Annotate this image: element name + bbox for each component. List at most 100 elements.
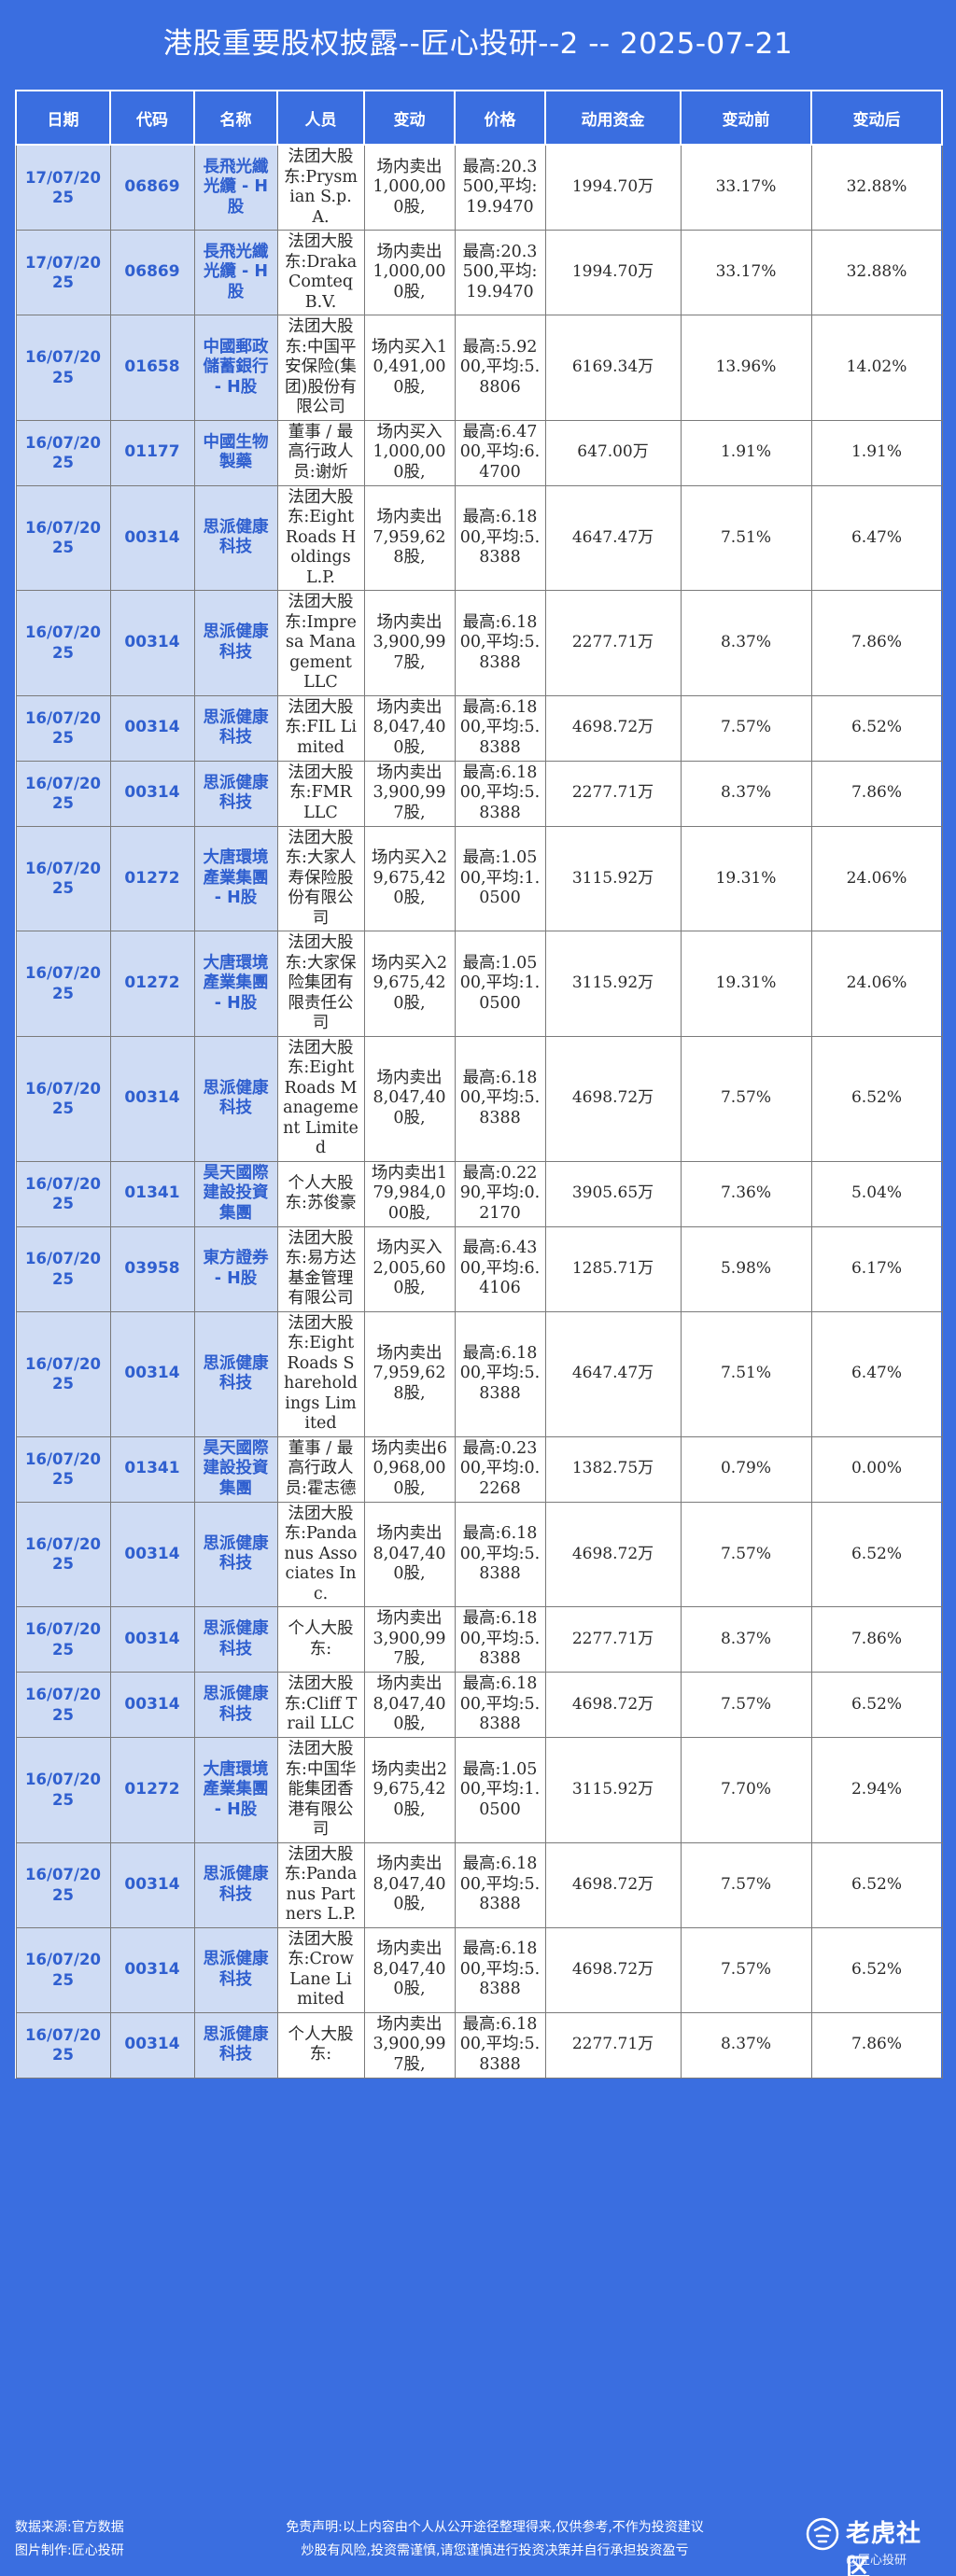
date-cell: 16/07/2025 xyxy=(15,1841,111,1928)
before-pct-cell: 7.57% xyxy=(680,1501,812,1607)
price-cell: 最高:20.3500,平均:19.9470 xyxy=(454,230,546,315)
after-pct-cell: 32.88% xyxy=(810,144,943,231)
before-pct-cell: 33.17% xyxy=(680,144,812,231)
person-cell: 法团大股东:中国平安保险(集团)股份有限公司 xyxy=(276,315,365,421)
price-cell: 最高:6.4300,平均:6.4106 xyxy=(454,1225,546,1312)
fund-cell: 1994.70万 xyxy=(544,144,682,231)
fund-cell: 2277.71万 xyxy=(544,2011,682,2079)
data-source-text: 数据来源:官方数据 xyxy=(15,2520,124,2535)
disclosure-table: 日期 代码 名称 人员 变动 价格 动用资金 变动前 变动后 17/07/202… xyxy=(15,90,943,2079)
table-row: 16/07/2025 01341 昊天國際建設投資集團 个人大股东:苏俊豪 场内卖出17… xyxy=(15,1160,943,1227)
stock-name-cell: 思派健康科技 xyxy=(193,1501,278,1607)
price-cell: 最高:0.2300,平均:0.2268 xyxy=(454,1435,546,1503)
after-pct-cell: 7.86% xyxy=(810,760,943,827)
column-header-person: 人员 xyxy=(276,90,365,146)
table-row: 16/07/2025 01177 中國生物製藥 董事 / 最高行政人员:谢炘 场内买入1… xyxy=(15,419,943,486)
after-pct-cell: 6.47% xyxy=(810,484,943,591)
table-row: 17/07/2025 06869 長飛光纖光纜 - H股 法团大股东:Draka Co… xyxy=(15,230,943,315)
stock-name-cell: 思派健康科技 xyxy=(193,694,278,762)
before-pct-cell: 19.31% xyxy=(680,931,812,1037)
date-cell: 16/07/2025 xyxy=(15,1435,111,1503)
person-cell: 法团大股东:Eight Roads Holdings L.P. xyxy=(276,484,365,591)
stock-name-cell: 大唐環境產業集團 - H股 xyxy=(193,1737,278,1843)
tiger-community-logo: 老虎社区 @匠心投研 xyxy=(805,2513,945,2576)
before-pct-cell: 7.57% xyxy=(680,694,812,762)
change-cell: 场内买入1,000,000股, xyxy=(363,419,456,486)
table-row: 17/07/2025 06869 長飛光纖光纜 - H股 法团大股东:Prysmian… xyxy=(15,144,943,231)
change-cell: 场内卖出8,047,400股, xyxy=(363,1501,456,1607)
before-pct-cell: 33.17% xyxy=(680,230,812,315)
date-cell: 16/07/2025 xyxy=(15,1606,111,1673)
fund-cell: 3115.92万 xyxy=(544,825,682,931)
logo-watermark: @匠心投研 xyxy=(846,2554,907,2568)
table-row: 16/07/2025 00314 思派健康科技 法团大股东:FIL Limited 场内… xyxy=(15,694,943,762)
date-cell: 16/07/2025 xyxy=(15,1160,111,1227)
fund-cell: 4647.47万 xyxy=(544,1310,682,1437)
person-cell: 个人大股东: xyxy=(276,1606,365,1673)
price-cell: 最高:6.1800,平均:5.8388 xyxy=(454,694,546,762)
person-cell: 董事 / 最高行政人员:谢炘 xyxy=(276,419,365,486)
stock-name-cell: 中國郵政儲蓄銀行 - H股 xyxy=(193,315,278,421)
price-cell: 最高:6.1800,平均:5.8388 xyxy=(454,484,546,591)
table-row: 16/07/2025 00314 思派健康科技 个人大股东: 场内卖出3,900,997… xyxy=(15,2011,943,2079)
person-cell: 法团大股东:大家保险集团有限责任公司 xyxy=(276,931,365,1037)
before-pct-cell: 8.37% xyxy=(680,590,812,696)
before-pct-cell: 7.36% xyxy=(680,1160,812,1227)
before-pct-cell: 5.98% xyxy=(680,1225,812,1312)
person-cell: 法团大股东:Eight Roads Management Limited xyxy=(276,1035,365,1162)
change-cell: 场内买入2,005,600股, xyxy=(363,1225,456,1312)
price-cell: 最高:1.0500,平均:1.0500 xyxy=(454,931,546,1037)
fund-cell: 2277.71万 xyxy=(544,590,682,696)
stock-code-cell: 01658 xyxy=(109,315,195,421)
before-pct-cell: 8.37% xyxy=(680,2011,812,2079)
after-pct-cell: 5.04% xyxy=(810,1160,943,1227)
stock-code-cell: 01341 xyxy=(109,1435,195,1503)
before-pct-cell: 7.57% xyxy=(680,1035,812,1162)
fund-cell: 3115.92万 xyxy=(544,931,682,1037)
fund-cell: 4698.72万 xyxy=(544,1501,682,1607)
table-body: 17/07/2025 06869 長飛光纖光纜 - H股 法团大股东:Prysmian… xyxy=(15,144,943,2079)
price-cell: 最高:6.1800,平均:5.8388 xyxy=(454,1926,546,2013)
price-cell: 最高:6.1800,平均:5.8388 xyxy=(454,1501,546,1607)
stock-code-cell: 06869 xyxy=(109,230,195,315)
date-cell: 16/07/2025 xyxy=(15,1926,111,2013)
date-cell: 16/07/2025 xyxy=(15,484,111,591)
stock-name-cell: 東方證券 - H股 xyxy=(193,1225,278,1312)
column-header-price: 价格 xyxy=(454,90,546,146)
fund-cell: 4698.72万 xyxy=(544,1672,682,1738)
tiger-logo-icon xyxy=(806,2517,839,2551)
stock-code-cell: 00314 xyxy=(109,694,195,762)
fund-cell: 2277.71万 xyxy=(544,760,682,827)
table-row: 16/07/2025 00314 思派健康科技 个人大股东: 场内卖出3,900,997… xyxy=(15,1606,943,1673)
table-row: 16/07/2025 01272 大唐環境產業集團 - H股 法团大股东:中国华能集团… xyxy=(15,1737,943,1843)
stock-name-cell: 思派健康科技 xyxy=(193,2011,278,2079)
after-pct-cell: 7.86% xyxy=(810,590,943,696)
after-pct-cell: 14.02% xyxy=(810,315,943,421)
fund-cell: 4698.72万 xyxy=(544,1926,682,2013)
stock-code-cell: 00314 xyxy=(109,1926,195,2013)
price-cell: 最高:5.9200,平均:5.8806 xyxy=(454,315,546,421)
after-pct-cell: 6.52% xyxy=(810,1672,943,1738)
person-cell: 法团大股东:大家人寿保险股份有限公司 xyxy=(276,825,365,931)
before-pct-cell: 7.51% xyxy=(680,1310,812,1437)
fund-cell: 1994.70万 xyxy=(544,230,682,315)
fund-cell: 2277.71万 xyxy=(544,1606,682,1673)
person-cell: 个人大股东:苏俊豪 xyxy=(276,1160,365,1227)
stock-code-cell: 06869 xyxy=(109,144,195,231)
date-cell: 17/07/2025 xyxy=(15,144,111,231)
date-cell: 16/07/2025 xyxy=(15,1672,111,1738)
stock-name-cell: 昊天國際建設投資集團 xyxy=(193,1435,278,1503)
person-cell: 法团大股东:Draka Comteq B.V. xyxy=(276,230,365,315)
price-cell: 最高:6.1800,平均:5.8388 xyxy=(454,2011,546,2079)
stock-code-cell: 01341 xyxy=(109,1160,195,1227)
person-cell: 董事 / 最高行政人员:霍志德 xyxy=(276,1435,365,1503)
stock-name-cell: 思派健康科技 xyxy=(193,1672,278,1738)
change-cell: 场内卖出8,047,400股, xyxy=(363,1841,456,1928)
after-pct-cell: 7.86% xyxy=(810,2011,943,2079)
stock-code-cell: 00314 xyxy=(109,590,195,696)
table-row: 16/07/2025 00314 思派健康科技 法团大股东:Crow Lane Lim… xyxy=(15,1926,943,2013)
fund-cell: 4698.72万 xyxy=(544,1841,682,1928)
date-cell: 16/07/2025 xyxy=(15,590,111,696)
fund-cell: 4647.47万 xyxy=(544,484,682,591)
fund-cell: 3115.92万 xyxy=(544,1737,682,1843)
